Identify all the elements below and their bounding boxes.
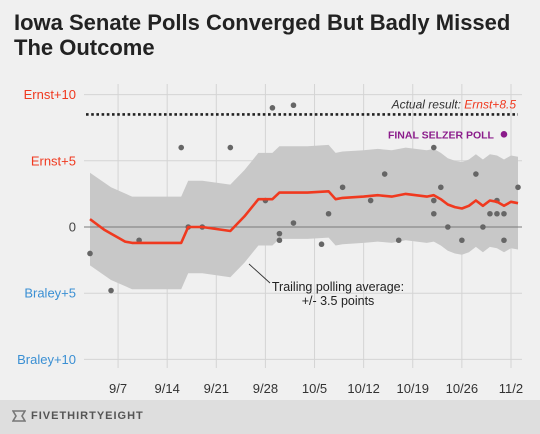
y-tick-label: Braley+10: [17, 352, 76, 367]
poll-point: [227, 144, 234, 151]
chart-title: Iowa Senate Polls Converged But Badly Mi…: [14, 10, 511, 60]
poll-point: [445, 224, 451, 230]
x-tick-label: 10/19: [396, 381, 429, 396]
poll-point: [381, 171, 388, 177]
poll-point: [325, 210, 332, 217]
poll-point: [473, 171, 479, 177]
average-line: [89, 190, 519, 245]
x-tick-label: 10/26: [446, 381, 479, 396]
x-tick-label: 9/14: [155, 381, 180, 396]
band-label-leader: [248, 263, 271, 284]
footer-bar: FIVETHIRTYEIGHT: [0, 400, 540, 434]
poll-point: [431, 144, 437, 151]
poll-point: [290, 220, 297, 226]
poll-point: [487, 210, 493, 217]
selzer-poll-point: [500, 131, 508, 138]
x-tick-label: 10/5: [302, 381, 327, 396]
poll-point: [515, 184, 521, 191]
poll-point: [318, 241, 325, 248]
actual-result-label: Actual result: Ernst+8.5: [391, 97, 517, 111]
x-tick-label: 9/28: [253, 381, 278, 396]
brand-name: FIVETHIRTYEIGHT: [31, 410, 144, 422]
poll-point: [431, 197, 437, 204]
y-tick-label: 0: [69, 220, 76, 235]
poll-point: [431, 210, 437, 217]
x-tick-label: 9/21: [204, 381, 229, 396]
poll-point: [178, 144, 185, 151]
selzer-poll-label: FINAL SELZER POLL: [388, 129, 495, 141]
poll-point: [501, 237, 507, 244]
poll-point: [501, 210, 507, 217]
poll-point: [494, 210, 500, 217]
poll-point: [108, 287, 114, 294]
poll-point: [339, 184, 346, 191]
poll-point: [276, 237, 283, 244]
poll-point: [87, 250, 93, 257]
error-band: [90, 144, 518, 290]
y-tick-label: Braley+5: [24, 286, 76, 301]
poll-point: [395, 237, 402, 244]
chart-area: FINAL SELZER POLL Actual result: Ernst+8.…: [17, 84, 523, 396]
band-label-line2: +/- 3.5 points: [302, 294, 375, 308]
fivethirtyeight-logo-icon: [12, 410, 26, 422]
y-tick-label: Ernst+10: [24, 87, 76, 102]
poll-point: [276, 230, 283, 237]
poll-point: [290, 102, 297, 109]
poll-point: [367, 197, 374, 204]
x-tick-label: 11/2: [499, 381, 523, 396]
poll-point: [459, 237, 465, 244]
band-label-line1: Trailing polling average:: [272, 280, 404, 294]
poll-point: [269, 105, 276, 111]
x-tick-label: 9/7: [109, 381, 127, 396]
y-tick-label: Ernst+5: [31, 153, 76, 168]
poll-point: [438, 184, 444, 191]
poll-point: [480, 224, 486, 230]
x-tick-label: 10/12: [347, 381, 380, 396]
